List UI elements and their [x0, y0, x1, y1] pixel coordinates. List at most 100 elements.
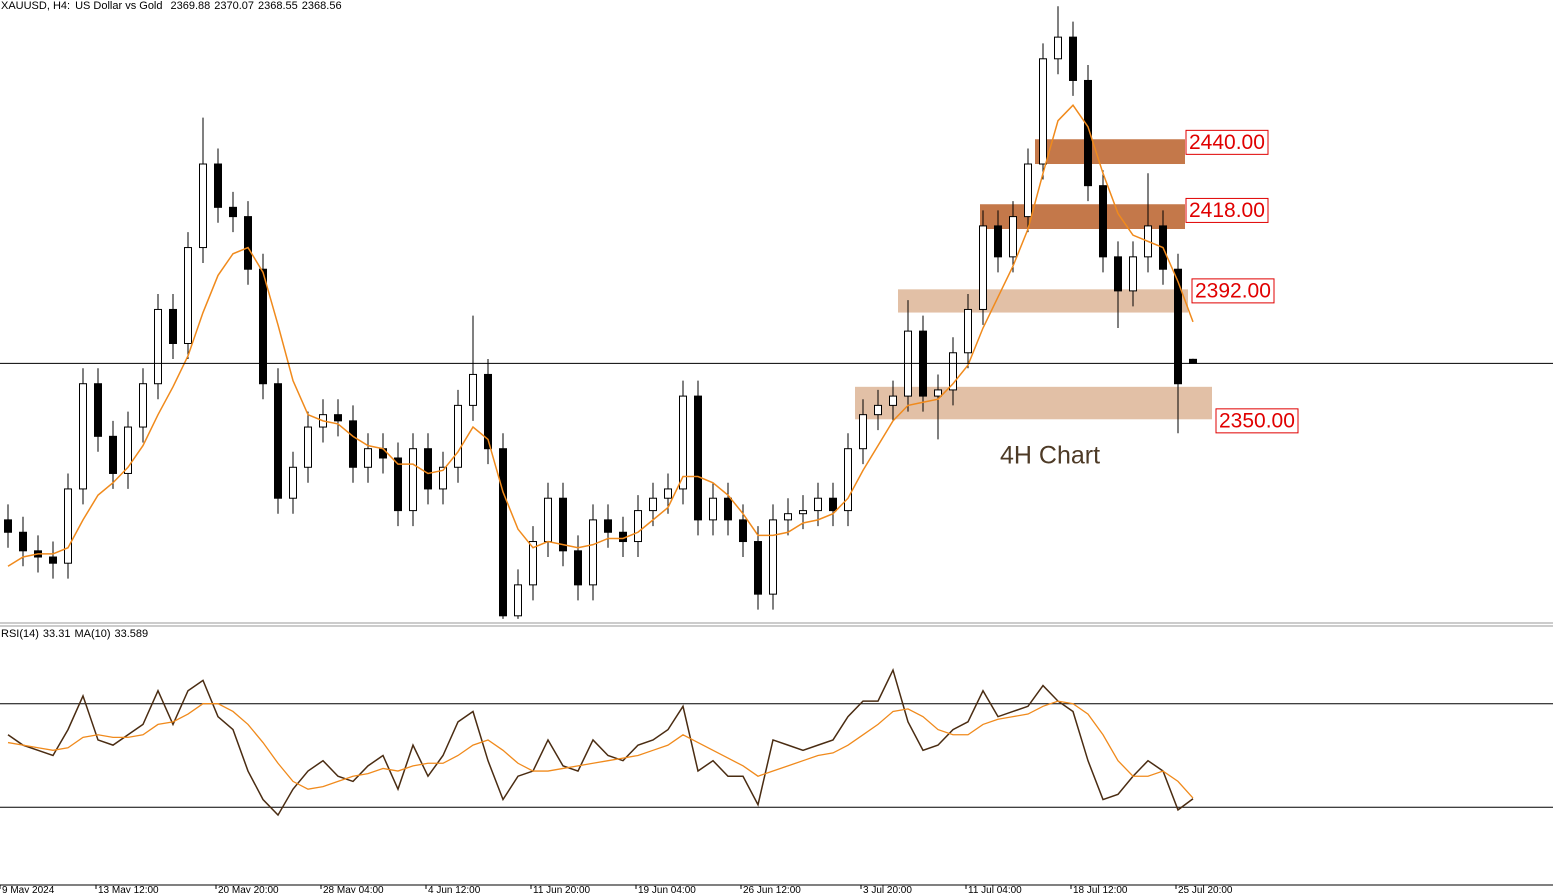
candle-body [829, 497, 837, 512]
x-tick-label: 26 Jun 12:00 [743, 885, 801, 893]
zone-label-box [1215, 408, 1299, 434]
candle-body [739, 519, 747, 543]
rsi-header: RSI(14) 33.31 MA(10) 33.589 [1, 628, 148, 640]
candle-body [109, 435, 117, 474]
candle-body [889, 395, 897, 406]
candle-body [199, 163, 207, 249]
candle-body [514, 584, 522, 617]
candle-body [439, 466, 447, 490]
zone-label-box [1185, 129, 1269, 155]
rsi-value: 33.31 [43, 628, 71, 640]
candle-body [454, 404, 462, 468]
candle-body [1099, 185, 1107, 258]
candle-body [214, 163, 222, 208]
x-tick-label: 3 Jul 20:00 [863, 885, 912, 893]
candle-body [124, 426, 132, 474]
candle-body [1084, 79, 1092, 187]
candle-body [1054, 36, 1062, 60]
candle-body [769, 519, 777, 595]
candle-body [4, 519, 12, 533]
candle-body [574, 550, 582, 586]
candle-body [484, 373, 492, 450]
candle-body [1174, 268, 1182, 385]
candle-body [934, 389, 942, 397]
zone [855, 386, 1212, 420]
candle-body [229, 206, 237, 218]
candle-body [259, 268, 267, 385]
candle-body [979, 225, 987, 310]
x-tick-label: 13 May 12:00 [98, 885, 159, 893]
x-tick-label: 9 May 2024 [2, 885, 55, 893]
annotation: 4H Chart [1000, 442, 1100, 470]
rsi-ma-label: MA(10) [74, 628, 110, 640]
candle-body [559, 497, 567, 552]
description: US Dollar vs Gold [75, 0, 162, 12]
high: 2370.07 [214, 0, 254, 12]
x-tick-label: 19 Jun 04:00 [638, 885, 696, 893]
candle-body [169, 308, 177, 344]
chart-header: XAUUSD, H4: US Dollar vs Gold 2369.88 2370.… [1, 0, 342, 12]
moving-average [7, 104, 1194, 567]
x-tick-label: 4 Jun 12:00 [428, 885, 481, 893]
candle-body [499, 448, 507, 617]
candle-body [1129, 256, 1137, 292]
candle-body [994, 225, 1002, 258]
candle-body [604, 519, 612, 533]
close: 2368.56 [302, 0, 342, 12]
candle-body [1024, 163, 1032, 218]
candle-body [1039, 58, 1047, 165]
x-tick-label: 25 Jul 20:00 [1178, 885, 1233, 893]
x-tick-label: 18 Jul 12:00 [1073, 885, 1128, 893]
zone [1035, 139, 1185, 165]
candle-body [379, 448, 387, 459]
candle-body [49, 556, 57, 564]
symbol: XAUUSD, H4: [1, 0, 70, 12]
candle-body [964, 308, 972, 354]
candle-body [814, 497, 822, 512]
candle-body [589, 519, 597, 586]
x-tick-label: 11 Jun 20:00 [533, 885, 591, 893]
candle-body [139, 383, 147, 428]
zone-label-box [1185, 197, 1269, 223]
candle-body [709, 497, 717, 521]
x-tick-label: 11 Jul 04:00 [968, 885, 1022, 893]
candle-body [784, 513, 792, 521]
candle-body [634, 510, 642, 543]
zone-label: 2392.00 [1195, 279, 1271, 302]
zone-label-box [1191, 278, 1275, 304]
rsi-label: RSI(14) [1, 628, 39, 640]
candle-body [154, 308, 162, 385]
x-tick-label: 20 May 20:00 [218, 885, 279, 893]
candle-body [79, 383, 87, 490]
candle-body [664, 488, 672, 499]
candle-body [1009, 216, 1017, 258]
candle-body [289, 466, 297, 499]
low: 2368.55 [258, 0, 298, 12]
candle-body [394, 457, 402, 512]
candle-body [544, 497, 552, 543]
candle-body [679, 395, 687, 490]
rsi-ma-line [7, 700, 1194, 799]
candle-body [1114, 256, 1122, 292]
candle-body [274, 383, 282, 499]
candle-body [94, 383, 102, 437]
candle-body [724, 497, 732, 521]
zone [898, 289, 1188, 313]
candle-body [334, 414, 342, 422]
open: 2369.88 [171, 0, 211, 12]
candle-body [64, 488, 72, 564]
candle-body [859, 414, 867, 450]
rsi-line [7, 667, 1194, 817]
candle-body [694, 395, 702, 521]
zone-label: 2350.00 [1219, 409, 1295, 432]
candle-body [649, 497, 657, 512]
candle-body [424, 448, 432, 490]
candle-body [349, 420, 357, 468]
candle-body [529, 541, 537, 586]
candle-body [244, 216, 252, 270]
zone-label: 2418.00 [1189, 199, 1265, 222]
x-tick-label: 28 May 04:00 [323, 885, 384, 893]
candle-body [1069, 36, 1077, 81]
candle-body [304, 426, 312, 468]
